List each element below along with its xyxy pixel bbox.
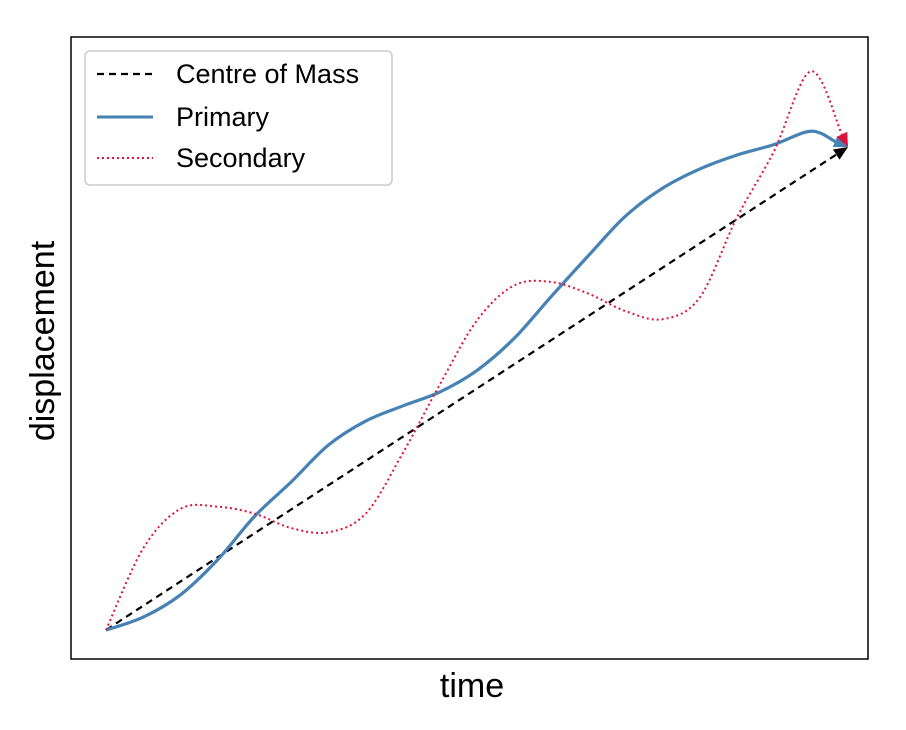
series-layer — [105, 70, 848, 632]
legend: Centre of Mass Primary Secondary — [84, 50, 393, 186]
series-line-centre-of-mass — [105, 153, 837, 631]
legend-label-secondary: Secondary — [176, 143, 306, 173]
series-line-secondary — [105, 70, 843, 631]
series-line-primary — [105, 129, 836, 632]
legend-label-centre-of-mass: Centre of Mass — [176, 59, 359, 89]
y-axis-title: displacement — [24, 240, 62, 441]
series-arrowhead-secondary — [836, 131, 848, 147]
x-axis-title: time — [440, 667, 504, 705]
legend-label-primary: Primary — [176, 102, 269, 132]
series-arrowhead-centre-of-mass — [832, 146, 848, 160]
legend-box — [84, 50, 393, 186]
series-arrowhead-primary — [832, 135, 848, 147]
